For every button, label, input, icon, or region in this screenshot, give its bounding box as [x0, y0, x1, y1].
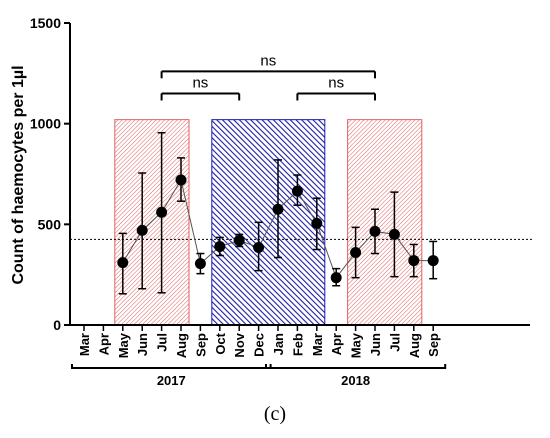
x-tick-label: Apr [96, 333, 111, 355]
data-point [272, 203, 284, 215]
y-tick-label: 1500 [30, 15, 61, 31]
year-groups: 2017 2018 [71, 364, 447, 388]
x-tick-label: Sep [193, 333, 208, 357]
data-series [117, 131, 439, 295]
shaded-region-3 [347, 119, 423, 326]
data-point [136, 224, 148, 236]
shaded-regions [114, 119, 423, 326]
x-tick-label: Dec [252, 333, 267, 357]
data-point [408, 255, 420, 267]
data-point [233, 234, 245, 246]
x-tick-label: Feb [290, 333, 305, 356]
x-tick-label: Jan [271, 333, 286, 355]
y-tick-label: 1000 [30, 116, 61, 132]
figure-caption: (c) [263, 403, 287, 425]
shaded-region-1 [114, 119, 190, 326]
data-point [214, 240, 226, 252]
haemocyte-chart: 0 500 1000 1500 ns ns ns Mar Apr May Jun Jul Aug Se… [10, 15, 532, 388]
data-point [291, 185, 303, 197]
data-point [156, 206, 168, 218]
year-label: 2017 [157, 373, 186, 388]
x-tick-label: Jul [387, 333, 402, 352]
x-tick-label: Sep [426, 333, 441, 357]
x-tick-label: Jun [135, 333, 150, 356]
x-tick-label: Nov [232, 332, 247, 357]
data-point [330, 272, 342, 284]
x-tick-label: Jun [368, 333, 383, 356]
significance-label: ns [260, 52, 276, 69]
data-point [427, 255, 439, 267]
y-axis-label: Count of haemocytes per 1µl [10, 65, 27, 284]
significance-label: ns [192, 74, 208, 91]
x-tick-label: Aug [407, 333, 422, 358]
data-point [369, 225, 381, 237]
x-tick-label: Oct [213, 332, 228, 354]
y-tick-label: 0 [53, 317, 61, 333]
data-point [311, 217, 323, 229]
data-point [253, 241, 265, 253]
x-tick-label: Mar [77, 333, 92, 356]
data-point [194, 258, 206, 270]
x-tick-label: May [116, 332, 131, 358]
year-label: 2018 [341, 373, 370, 388]
data-point [388, 228, 400, 240]
shaded-region-2 [211, 119, 326, 326]
data-point [117, 257, 129, 269]
x-tick-label: Aug [174, 333, 189, 358]
x-tick-label: Mar [310, 333, 325, 356]
y-tick-label: 500 [38, 216, 62, 232]
significance-brackets: ns ns ns [160, 52, 376, 101]
x-tick-label: May [349, 332, 364, 358]
x-axis-labels: Mar Apr May Jun Jul Aug Sep Oct Nov Dec Jan Feb Mar A… [77, 332, 441, 358]
data-point [350, 247, 362, 259]
x-tick-label: Jul [155, 333, 170, 352]
data-point [175, 174, 187, 186]
axes: 0 500 1000 1500 [30, 15, 530, 333]
x-tick-label: Apr [329, 333, 344, 355]
significance-label: ns [328, 74, 344, 91]
